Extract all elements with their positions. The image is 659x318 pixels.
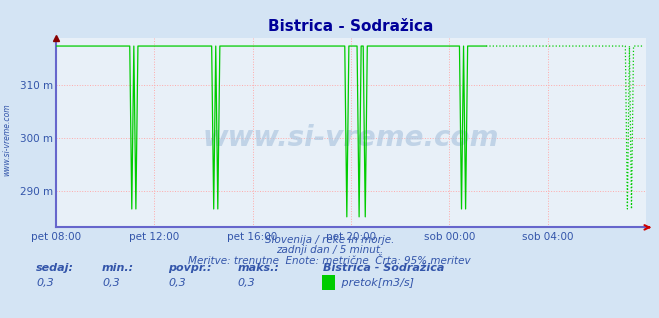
Text: min.:: min.:	[102, 263, 134, 273]
Text: Bistrica - Sodražica: Bistrica - Sodražica	[323, 263, 444, 273]
Text: 0,3: 0,3	[237, 278, 255, 288]
Text: 0,3: 0,3	[36, 278, 54, 288]
Text: Meritve: trenutne  Enote: metrične  Črta: 95% meritev: Meritve: trenutne Enote: metrične Črta: …	[188, 256, 471, 266]
Text: www.si-vreme.com: www.si-vreme.com	[203, 124, 499, 152]
Text: www.si-vreme.com: www.si-vreme.com	[3, 104, 12, 176]
Title: Bistrica - Sodražica: Bistrica - Sodražica	[268, 19, 434, 34]
Text: povpr.:: povpr.:	[168, 263, 212, 273]
Text: zadnji dan / 5 minut.: zadnji dan / 5 minut.	[276, 245, 383, 255]
Text: Slovenija / reke in morje.: Slovenija / reke in morje.	[265, 235, 394, 245]
Text: maks.:: maks.:	[237, 263, 279, 273]
Text: sedaj:: sedaj:	[36, 263, 74, 273]
Text: 0,3: 0,3	[168, 278, 186, 288]
Text: pretok[m3/s]: pretok[m3/s]	[338, 278, 414, 288]
Text: 0,3: 0,3	[102, 278, 120, 288]
